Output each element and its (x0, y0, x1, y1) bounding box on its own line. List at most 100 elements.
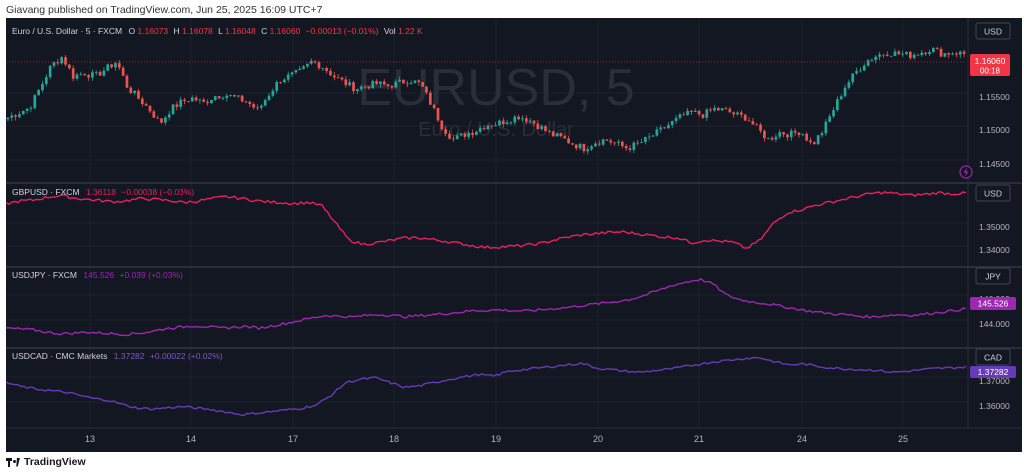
candle-body (348, 82, 352, 86)
candle (444, 126, 448, 137)
chart-canvas[interactable]: EURUSD, 5 Euro / U.S. Dollar Euro / U.S.… (5, 18, 1022, 452)
candle-body (935, 47, 939, 49)
candle-body (605, 139, 609, 141)
candle-body (878, 54, 881, 57)
candle (498, 119, 501, 127)
candle-body (644, 137, 647, 143)
eurusd-tick-label: 1.15500 (979, 92, 1010, 102)
candle-body (932, 47, 935, 53)
candle (955, 51, 958, 58)
candle (874, 55, 878, 64)
candle-body (928, 52, 931, 55)
candle-body (885, 54, 889, 56)
gbpusd-currency-label: USD (984, 189, 1002, 199)
usdcad-currency-button[interactable]: CAD (975, 348, 1011, 366)
candle-body (897, 51, 901, 55)
candle (18, 111, 21, 119)
candle-body (478, 128, 482, 132)
candle (670, 120, 674, 129)
candle (367, 86, 371, 90)
candle (455, 132, 459, 140)
candle (517, 114, 520, 121)
candle (140, 96, 144, 107)
candle-body (697, 110, 701, 115)
candle-body (559, 133, 563, 137)
candle-body (747, 120, 751, 122)
eurusd-legend[interactable]: Euro / U.S. Dollar · 5 · FXCM O 1.16073 … (12, 26, 423, 36)
candle (256, 104, 259, 111)
candle-body (736, 112, 739, 115)
candle (294, 69, 298, 74)
candle-body (862, 65, 866, 71)
candle (263, 98, 267, 107)
candle-body (452, 138, 455, 140)
candle (947, 52, 951, 59)
candle-body (609, 140, 613, 143)
eurusd-currency-label: USD (984, 27, 1002, 37)
candle (536, 119, 540, 130)
candle-body (924, 52, 928, 55)
candle (601, 138, 605, 147)
eurusd-currency-button[interactable]: USD (975, 22, 1011, 40)
usdjpy-currency-button[interactable]: JPY (975, 267, 1011, 285)
candle (809, 137, 812, 145)
candle (402, 79, 405, 84)
usdcad-legend[interactable]: USDCAD · CMC Markets 1.37282 +0.00022 (+… (12, 351, 223, 361)
candle (252, 102, 256, 110)
candle-body (367, 86, 371, 89)
candle (836, 96, 839, 112)
candle (647, 133, 651, 141)
candle-body (659, 127, 663, 130)
candle-body (140, 98, 144, 105)
candle-body (425, 86, 428, 93)
candle-body (843, 87, 847, 97)
candle-body (436, 107, 440, 121)
candle (540, 124, 544, 131)
gbpusd-currency-button[interactable]: USD (975, 184, 1011, 202)
pane-separators[interactable] (6, 182, 1022, 349)
candle-body (847, 82, 851, 88)
candle (52, 61, 56, 69)
candle-body (555, 133, 559, 137)
time-axis-tick-label: 21 (694, 434, 704, 444)
candle (110, 64, 113, 69)
candle (68, 64, 71, 70)
candle-body (682, 114, 686, 116)
candle (916, 53, 920, 56)
candle-body (828, 116, 832, 122)
candle (48, 64, 52, 80)
candle (713, 105, 716, 112)
eurusd-price-tag: 1.16060 00:18 (970, 54, 1010, 76)
candle-body (225, 95, 229, 99)
candle (951, 51, 954, 56)
candle-body (359, 86, 363, 90)
candle (690, 110, 693, 115)
candle (574, 144, 578, 151)
candle (786, 133, 789, 141)
candle (624, 143, 628, 152)
candle-body (183, 99, 186, 102)
gbpusd-legend[interactable]: GBPUSD · FXCM 1.36118 −0.00038 (−0.03%) (12, 187, 194, 197)
candle-body (321, 68, 325, 69)
candle-body (98, 71, 102, 76)
candle-body (167, 114, 171, 118)
chart-area[interactable]: EURUSD, 5 Euro / U.S. Dollar Euro / U.S.… (5, 18, 1022, 452)
candle-body (290, 72, 294, 75)
usdjpy-legend[interactable]: USDJPY · FXCM 145.526 +0.039 (+0.03%) (12, 270, 183, 280)
candle (344, 76, 348, 88)
candle-body (540, 126, 544, 130)
candle-body (263, 100, 267, 106)
flash-icon[interactable] (959, 165, 973, 179)
candle (882, 54, 885, 58)
candle-body (129, 87, 133, 93)
candle-body (202, 99, 206, 102)
candle-body (590, 146, 593, 150)
candle (878, 51, 881, 61)
candle-body (336, 77, 340, 79)
candle (490, 124, 494, 130)
time-axis[interactable]: 13 14 17 18 19 20 21 24 25 (85, 434, 908, 444)
candle-body (743, 114, 747, 121)
candle (620, 140, 624, 149)
candle-body (820, 133, 824, 136)
candle (171, 103, 175, 115)
